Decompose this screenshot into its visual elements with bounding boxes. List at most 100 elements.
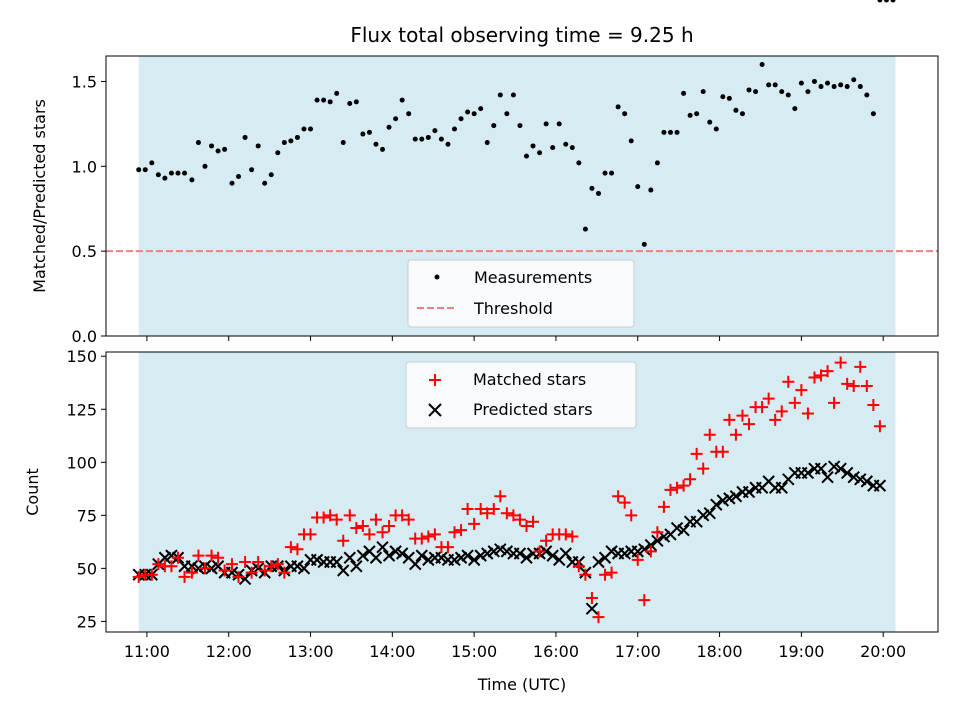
- measurement-point: [622, 111, 628, 117]
- x-tick-label: 20:00: [860, 642, 906, 661]
- matched-point: [415, 532, 428, 545]
- predicted-point: [742, 485, 756, 499]
- measurement-point: [491, 123, 497, 129]
- predicted-point: [840, 466, 854, 480]
- measurement-point: [785, 92, 791, 98]
- measurement-point: [825, 80, 831, 86]
- matched-point: [278, 566, 291, 579]
- matched-point: [644, 545, 657, 558]
- measurement-point: [556, 121, 562, 127]
- matched-point: [369, 513, 382, 526]
- predicted-point: [461, 549, 474, 562]
- matched-point: [402, 513, 415, 526]
- measurement-point: [517, 123, 523, 129]
- matched-point: [225, 558, 238, 571]
- matched-point: [232, 570, 245, 583]
- measurement-point: [510, 92, 516, 98]
- measurement-point: [707, 119, 713, 125]
- measurement-point: [373, 141, 379, 147]
- matched-point: [527, 515, 540, 528]
- predicted-point: [559, 547, 572, 560]
- x-tick-label: 12:00: [206, 642, 252, 661]
- measurement-point: [471, 111, 477, 117]
- measurement-point: [465, 109, 471, 115]
- predicted-point: [369, 551, 383, 564]
- measurement-point: [595, 190, 601, 196]
- legend-predicted-marker: [428, 403, 442, 417]
- predicted-stars-series: [133, 461, 887, 615]
- measurement-point: [779, 89, 785, 95]
- measurement-point: [772, 82, 778, 88]
- matched-point: [171, 551, 184, 564]
- measurement-point: [883, 0, 889, 3]
- matched-point: [317, 511, 330, 524]
- matched-point: [376, 526, 389, 539]
- measurement-point: [314, 97, 320, 103]
- matched-point: [132, 570, 145, 583]
- bottom-y-tick-label: 100: [66, 453, 97, 472]
- matched-point: [808, 371, 821, 384]
- measurement-point: [798, 80, 804, 86]
- matched-point: [212, 551, 225, 564]
- matched-point: [271, 558, 284, 571]
- matched-point: [500, 507, 513, 520]
- matched-point: [821, 365, 834, 378]
- matched-point: [245, 566, 258, 579]
- top-legend-box: [407, 259, 635, 328]
- measurement-point: [452, 126, 458, 132]
- legend-threshold-label: Threshold: [473, 299, 553, 318]
- measurement-point: [628, 138, 634, 144]
- measurement-point: [155, 172, 161, 178]
- matched-point: [834, 356, 847, 369]
- measurement-point: [222, 146, 228, 152]
- matched-point: [474, 502, 487, 515]
- measurement-point: [792, 106, 798, 112]
- measurement-point: [615, 104, 621, 110]
- matched-point: [677, 479, 690, 492]
- measurement-point: [851, 77, 857, 83]
- measurement-point: [739, 111, 745, 117]
- predicted-point: [592, 555, 605, 569]
- predicted-point: [539, 545, 553, 558]
- measurement-point: [766, 82, 772, 88]
- x-axis-label: Time (UTC): [477, 675, 566, 694]
- matched-point: [782, 375, 795, 388]
- matched-point: [422, 530, 435, 543]
- measurement-point: [168, 170, 174, 176]
- measurement-point: [674, 129, 680, 135]
- measurement-point: [189, 177, 195, 183]
- matched-point: [579, 568, 592, 581]
- x-tick-label: 11:00: [124, 642, 170, 661]
- measurement-point: [347, 101, 353, 107]
- matched-point: [801, 407, 814, 420]
- measurement-point: [687, 112, 693, 118]
- matched-point: [533, 545, 546, 558]
- matched-point: [396, 509, 409, 522]
- matched-point: [841, 377, 854, 390]
- matched-point: [165, 560, 178, 573]
- measurement-point: [759, 61, 765, 67]
- measurement-point: [497, 92, 503, 98]
- measurement-point: [268, 172, 274, 178]
- chart-title: Flux total observing time = 9.25 h: [350, 23, 693, 47]
- measurement-point: [838, 82, 844, 88]
- x-tick-label: 13:00: [287, 642, 333, 661]
- measurement-point: [301, 126, 307, 132]
- measurement-point: [576, 160, 582, 166]
- measurement-point: [563, 141, 569, 147]
- predicted-point: [821, 470, 834, 484]
- measurement-point: [281, 140, 287, 146]
- matched-point: [572, 560, 585, 573]
- measurement-point: [609, 170, 615, 176]
- measurement-point: [543, 121, 549, 127]
- matched-point: [258, 564, 271, 577]
- measurement-point: [255, 143, 261, 149]
- x-tick-label: 16:00: [533, 642, 579, 661]
- matched-point: [218, 564, 231, 577]
- predicted-point: [703, 507, 716, 520]
- measurement-point: [667, 129, 673, 135]
- matched-point: [284, 541, 297, 554]
- measurement-point: [746, 87, 752, 93]
- matched-point: [448, 526, 461, 539]
- bottom-axes-frame: [105, 351, 939, 633]
